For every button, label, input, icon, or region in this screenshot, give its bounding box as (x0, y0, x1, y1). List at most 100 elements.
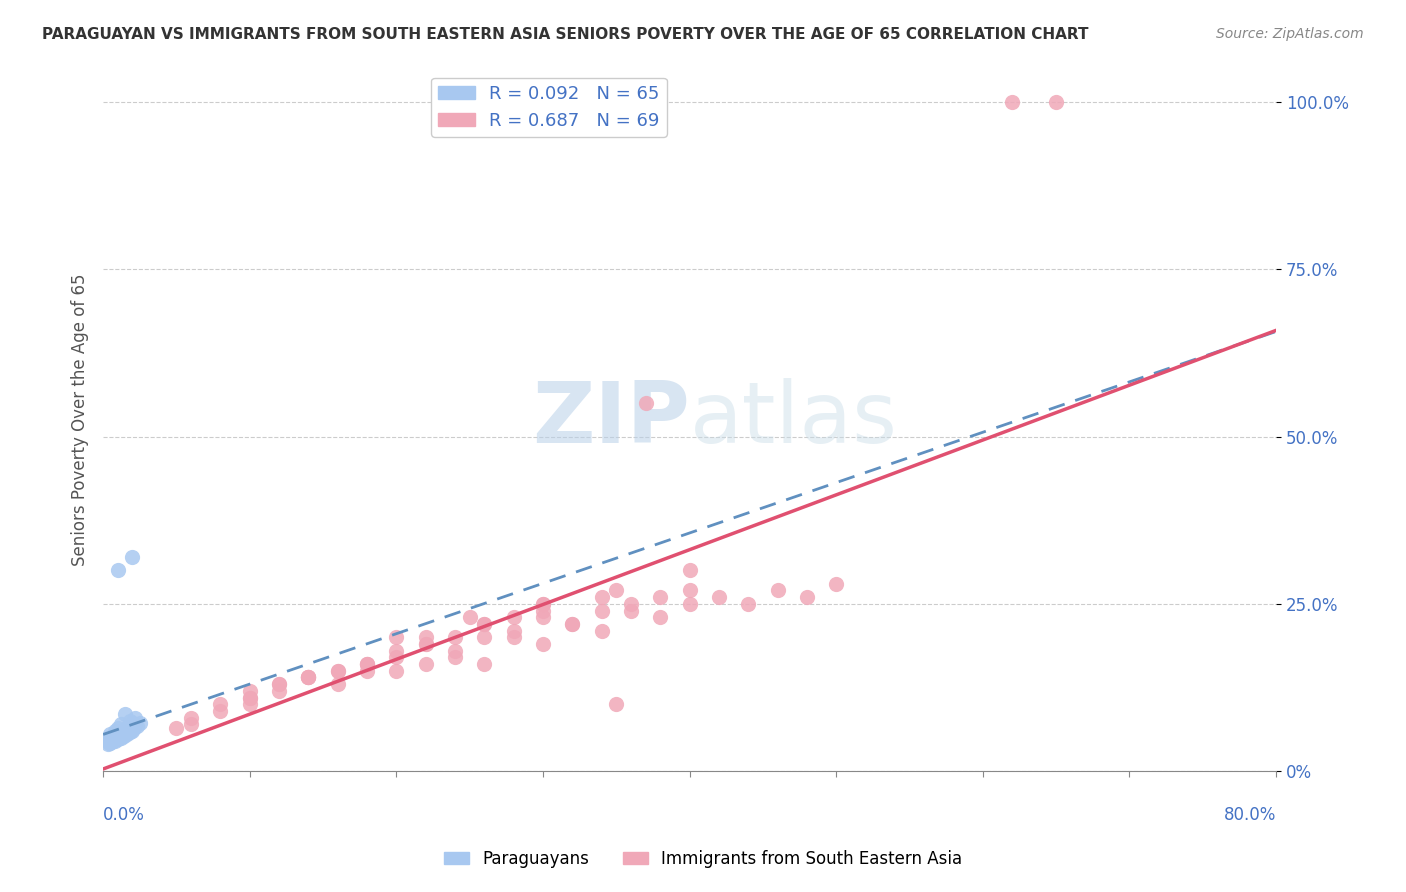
Point (239, 690, 262, 705)
Legend: R = 0.092   N = 65, R = 0.687   N = 69: R = 0.092 N = 65, R = 0.687 N = 69 (432, 78, 666, 137)
Point (121, 718, 143, 732)
Point (110, 731, 132, 745)
Point (531, 603, 554, 617)
Point (111, 729, 134, 743)
Text: 0.0%: 0.0% (103, 806, 145, 824)
Point (100, 736, 122, 750)
Point (267, 677, 290, 691)
Point (128, 715, 150, 730)
Point (110, 729, 132, 743)
Point (124, 710, 146, 724)
Point (472, 616, 495, 631)
Point (444, 650, 467, 665)
Point (104, 729, 127, 743)
Point (591, 590, 613, 604)
Point (766, 583, 789, 598)
Point (531, 637, 554, 651)
Point (100, 731, 122, 745)
Point (385, 664, 408, 678)
Point (678, 563, 700, 577)
Point (108, 729, 131, 743)
Point (104, 734, 127, 748)
Point (110, 725, 132, 739)
Legend: Paraguayans, Immigrants from South Eastern Asia: Paraguayans, Immigrants from South Easte… (437, 844, 969, 875)
Point (209, 697, 232, 711)
Point (101, 734, 124, 748)
Point (561, 616, 583, 631)
Point (326, 664, 349, 678)
Point (415, 637, 437, 651)
Point (114, 723, 136, 737)
Point (737, 597, 759, 611)
Point (472, 630, 495, 644)
Point (111, 727, 134, 741)
Point (415, 637, 437, 651)
Point (634, 396, 657, 410)
Point (118, 725, 141, 739)
Point (104, 731, 127, 746)
Point (385, 643, 408, 657)
Point (114, 725, 136, 739)
Point (444, 630, 467, 644)
Point (112, 727, 135, 741)
Point (107, 731, 129, 745)
Point (103, 731, 125, 746)
Point (356, 657, 378, 671)
Point (122, 717, 145, 731)
Point (105, 727, 128, 741)
Point (180, 717, 202, 731)
Point (96, 734, 118, 748)
Point (121, 549, 143, 564)
Point (121, 723, 143, 738)
Point (385, 630, 408, 644)
Point (112, 723, 135, 738)
Point (502, 610, 524, 624)
Point (1045, 95, 1067, 109)
Point (297, 670, 319, 684)
Point (297, 670, 319, 684)
Point (620, 597, 643, 611)
Point (561, 616, 583, 631)
Point (267, 677, 290, 691)
Point (107, 731, 129, 746)
Point (107, 563, 129, 577)
Point (115, 725, 138, 739)
Point (605, 697, 627, 711)
Point (650, 590, 672, 604)
Point (115, 723, 138, 737)
Point (267, 683, 290, 698)
Point (118, 714, 141, 728)
Point (100, 727, 122, 741)
Point (112, 727, 135, 741)
Point (114, 707, 136, 722)
Point (117, 723, 139, 738)
Point (101, 731, 124, 746)
Point (115, 725, 138, 739)
Point (239, 690, 262, 705)
Point (104, 723, 127, 738)
Point (415, 630, 437, 644)
Point (502, 624, 524, 638)
Point (103, 729, 125, 743)
Point (115, 727, 138, 741)
Point (239, 683, 262, 698)
Point (120, 718, 142, 732)
Point (125, 718, 148, 732)
Point (122, 721, 145, 735)
Point (472, 657, 495, 671)
Point (297, 670, 319, 684)
Point (103, 734, 125, 748)
Point (239, 697, 262, 711)
Y-axis label: Seniors Poverty Over the Age of 65: Seniors Poverty Over the Age of 65 (72, 274, 89, 566)
Point (107, 721, 129, 735)
Text: Source: ZipAtlas.com: Source: ZipAtlas.com (1216, 27, 1364, 41)
Point (356, 657, 378, 671)
Point (356, 664, 378, 678)
Point (531, 610, 554, 624)
Text: atlas: atlas (689, 378, 897, 461)
Point (96, 737, 118, 751)
Point (502, 630, 524, 644)
Point (110, 717, 132, 731)
Point (458, 610, 481, 624)
Point (326, 664, 349, 678)
